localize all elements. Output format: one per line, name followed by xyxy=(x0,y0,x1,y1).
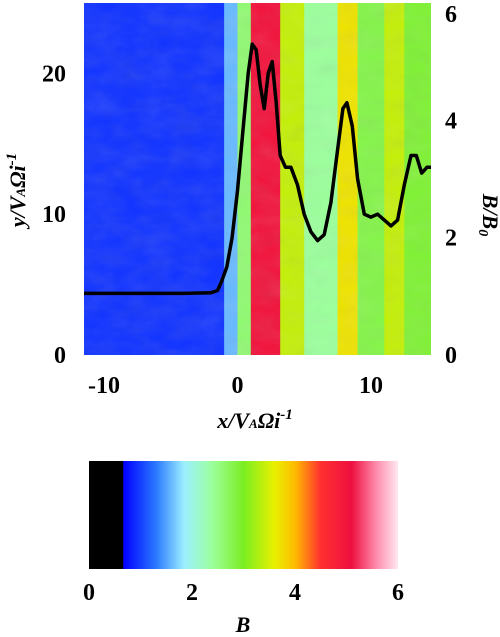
y-axis-right-label: B/B0 xyxy=(475,193,500,236)
colorbar-tick-label: 6 xyxy=(392,580,404,606)
b-over-b0-curve xyxy=(84,42,431,296)
y-axis-left-label: y/VAΩi-1 xyxy=(4,153,30,230)
colorbar-tick-label: 0 xyxy=(83,580,95,606)
colorbar-tick-label: 4 xyxy=(289,580,301,606)
x-axis-label: x/VAΩi-1 xyxy=(216,407,293,433)
colorbar-label: B xyxy=(235,612,251,637)
y-right-tick-label: 2 xyxy=(445,226,457,252)
y-left-tick-labels: 0 10 20 xyxy=(42,61,66,369)
y-left-tick-label: 20 xyxy=(42,61,66,87)
y-left-tick-label: 10 xyxy=(42,202,66,228)
y-right-tick-label: 6 xyxy=(445,2,457,28)
colorbar-tick-label: 2 xyxy=(186,580,198,606)
y-right-tick-label: 4 xyxy=(445,108,457,134)
x-tick-labels: -10 0 10 xyxy=(88,373,383,399)
y-left-tick-label: 0 xyxy=(54,343,66,369)
x-tick-label: 0 xyxy=(231,373,243,399)
main-plot: -10 0 10 0 10 20 0 2 4 6 x/VAΩi-1 y/VAΩi-1 B/B0 xyxy=(4,2,500,433)
y-right-tick-label: 0 xyxy=(445,343,457,369)
y-right-tick-labels: 0 2 4 6 xyxy=(445,2,457,369)
colorbar-strip xyxy=(89,461,398,569)
x-tick-label: -10 xyxy=(88,373,120,399)
colorbar: 0 2 4 6 B xyxy=(83,461,404,637)
colorbar-tick-labels: 0 2 4 6 xyxy=(83,580,404,606)
x-tick-label: 10 xyxy=(359,373,383,399)
